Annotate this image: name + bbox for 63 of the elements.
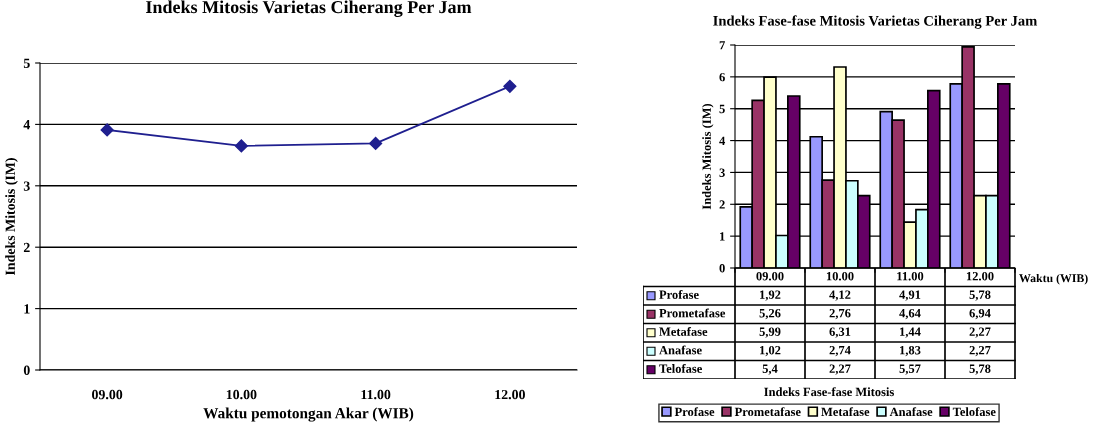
data-label: 5,57 bbox=[899, 364, 921, 375]
x-tick-label: 11.00 bbox=[897, 271, 924, 281]
text: Profase bbox=[674, 407, 715, 417]
data-label: 6,94 bbox=[969, 308, 991, 320]
point bbox=[369, 136, 383, 151]
legend-label: Metafase bbox=[659, 326, 708, 336]
y-tick-label: 5 bbox=[719, 104, 725, 114]
text: Anafase bbox=[889, 407, 933, 417]
y-tick-label: 1 bbox=[24, 304, 30, 314]
chart-title: Indeks Mitosis Varietas Ciherang Per Jam bbox=[146, 0, 472, 17]
y-tick-label: 6 bbox=[719, 72, 725, 82]
data-label: 1,92 bbox=[760, 290, 781, 301]
data-label: 1,83 bbox=[900, 345, 921, 357]
data-label: 2,27 bbox=[829, 364, 851, 375]
legend-label: Prometafase bbox=[659, 308, 726, 318]
y-tick-label: 3 bbox=[719, 168, 725, 177]
data-label: 2,74 bbox=[829, 345, 851, 357]
legend-label: Profase bbox=[659, 289, 699, 299]
y-tick-label: 4 bbox=[719, 136, 726, 145]
data-label: 5,78 bbox=[969, 364, 991, 375]
x-tick-label: 10.00 bbox=[226, 389, 257, 400]
data-label: 6,31 bbox=[829, 327, 851, 338]
data-label: 4,91 bbox=[899, 290, 921, 301]
y-tick-label: 3 bbox=[23, 181, 30, 191]
data-label: 5,4 bbox=[762, 364, 778, 375]
text: Prometafase bbox=[734, 407, 801, 417]
y-tick-label: 5 bbox=[23, 58, 30, 68]
y-tick-label: 2 bbox=[23, 242, 30, 253]
y-axis-title: Indeks Mitosis (IM) bbox=[5, 158, 18, 276]
x-tick-label: 09.00 bbox=[756, 271, 784, 281]
x-tick-label: 09.00 bbox=[92, 389, 123, 400]
x-axis-title: Waktu pemotongan Akar (WIB) bbox=[203, 407, 414, 422]
y-tick-label: 4 bbox=[23, 120, 31, 130]
y-tick-label: 0 bbox=[23, 365, 30, 375]
data-label: 4,12 bbox=[829, 290, 851, 301]
x-tick-label: 11.00 bbox=[361, 389, 391, 400]
y-tick-label: 1 bbox=[720, 232, 725, 241]
x-tick-label: 12.00 bbox=[495, 389, 525, 400]
data-label: 1,44 bbox=[900, 327, 921, 338]
data-label: 5,78 bbox=[969, 290, 991, 301]
x-axis-title: Waktu (WIB) bbox=[1019, 273, 1088, 285]
data-label: 1,02 bbox=[760, 345, 781, 357]
y-tick-label: 7 bbox=[719, 41, 725, 50]
y-tick-label: 0 bbox=[719, 264, 725, 273]
text: Metafase bbox=[821, 407, 870, 417]
y-axis-title: Indeks Mitosis (IM) bbox=[702, 103, 714, 210]
text: Telofase bbox=[952, 407, 996, 417]
data-label: 4,64 bbox=[899, 308, 921, 320]
text: Indeks Fase-fase Mitosis bbox=[764, 387, 894, 397]
point bbox=[234, 139, 248, 153]
data-label: 2,27 bbox=[969, 327, 991, 338]
point bbox=[100, 123, 114, 137]
point bbox=[503, 79, 517, 93]
y-tick-label: 2 bbox=[719, 200, 725, 209]
x-tick-label: 10.00 bbox=[826, 271, 854, 281]
x-tick-label: 12.00 bbox=[966, 271, 994, 281]
legend-label: Telofase bbox=[659, 363, 702, 373]
data-label: 5,26 bbox=[759, 308, 781, 320]
data-label: 5,99 bbox=[759, 327, 781, 338]
legend-label: Anafase bbox=[659, 345, 702, 355]
data-label: 2,27 bbox=[969, 345, 991, 357]
data-label: 2,76 bbox=[829, 308, 851, 320]
chart-title: Indeks Fase-fase Mitosis Varietas Ciherang Per Jam bbox=[713, 15, 1038, 29]
